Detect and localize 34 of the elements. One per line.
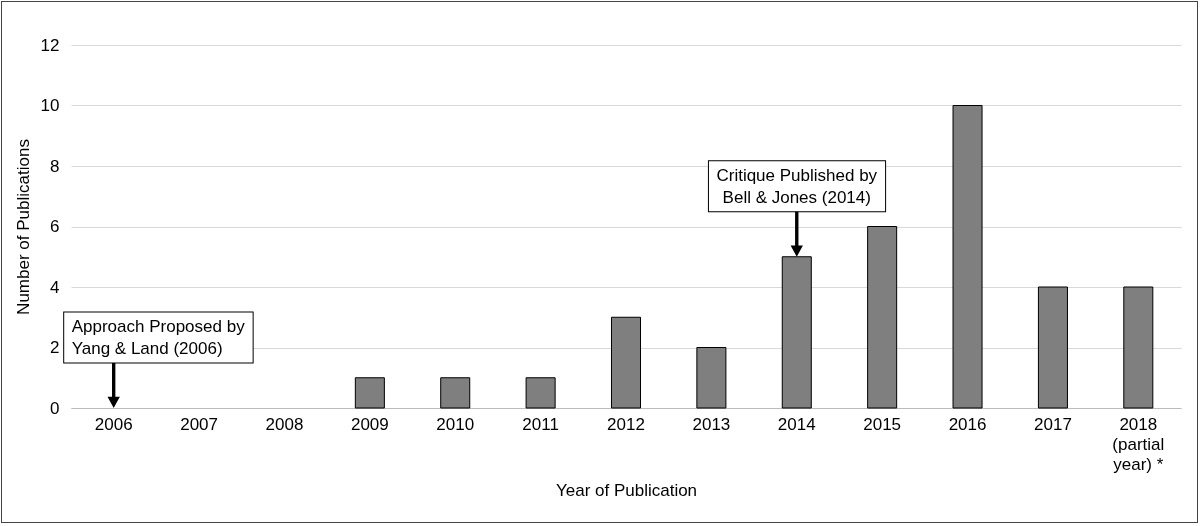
x-tick-label: 2017 [1034, 414, 1072, 434]
bar [1037, 286, 1068, 409]
x-tick-label: 2012 [607, 414, 645, 434]
annotation: Critique Published by Bell & Jones (2014) [716, 165, 878, 207]
bar [696, 347, 727, 409]
y-axis-title: Number of Publications [13, 139, 33, 315]
x-tick-label: 2014 [777, 414, 816, 434]
y-tick-label: 8 [50, 156, 60, 176]
x-tick-label: 2016 [948, 414, 987, 434]
x-tick-label: 2010 [436, 414, 475, 434]
bar [781, 256, 812, 409]
x-tick-label: 2009 [350, 414, 389, 434]
x-tick-label: 2013 [692, 414, 731, 434]
y-tick-label: 0 [50, 398, 60, 418]
bar [525, 377, 556, 409]
x-tick-label: 2008 [265, 414, 304, 434]
y-tick-label: 2 [50, 338, 60, 357]
x-axis-title: Year of Publication [555, 480, 698, 500]
x-tick-label: 2018 (partial year) * [1112, 414, 1165, 474]
bar [867, 226, 898, 409]
annotation: Approach Proposed by Yang & Land (2006) [71, 317, 246, 358]
bar [1123, 286, 1154, 409]
y-tick-label: 12 [40, 35, 60, 55]
y-tick-label: 6 [50, 217, 60, 236]
bar [354, 377, 385, 409]
y-tick-label: 4 [50, 277, 60, 297]
x-tick-label: 2015 [863, 414, 902, 434]
x-tick-label: 2007 [180, 414, 218, 434]
x-tick-label: 2006 [94, 414, 133, 434]
y-tick-label: 10 [40, 96, 60, 115]
bar [952, 105, 983, 409]
x-tick-label: 2011 [522, 414, 559, 434]
bar [610, 316, 642, 409]
bar [440, 377, 471, 409]
